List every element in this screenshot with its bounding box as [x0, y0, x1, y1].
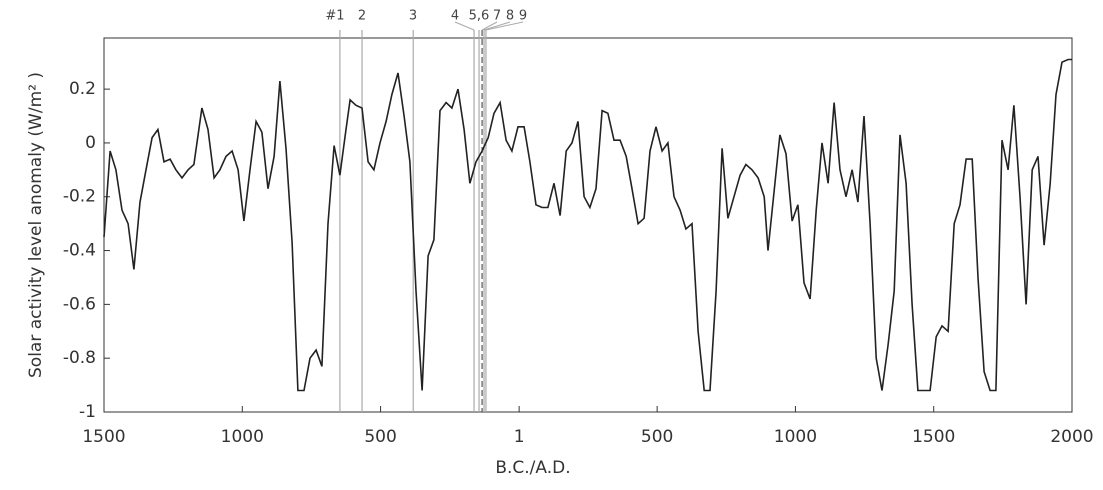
- y-tick-label: -0.4: [63, 241, 96, 261]
- event-leader: [454, 21, 475, 31]
- x-tick-label: 1000: [774, 427, 817, 447]
- y-tick-label: -0.8: [63, 348, 96, 368]
- y-tick-label: -0.6: [63, 294, 96, 314]
- event-leader: [481, 21, 498, 31]
- event-label: 2: [358, 9, 366, 24]
- y-tick-label: 0.2: [69, 79, 96, 99]
- event-label: 9: [519, 9, 527, 24]
- event-leader: [483, 21, 511, 31]
- event-label: 3: [409, 9, 417, 24]
- data-line: [103, 58, 1072, 392]
- x-tick-label: 500: [364, 427, 396, 447]
- x-tick-label: 1500: [82, 427, 125, 447]
- x-tick-label: 1: [514, 427, 525, 447]
- event-label: 8: [506, 9, 514, 24]
- x-tick-label: 1500: [912, 427, 955, 447]
- event-label: 5,6: [469, 9, 490, 24]
- x-tick-label: 2000: [1050, 427, 1093, 447]
- event-leader: [485, 21, 524, 31]
- y-axis-label: Solar activity level anomaly (W/m² ): [26, 72, 46, 378]
- plot-frame: [103, 37, 1073, 413]
- y-tick-label: -1: [79, 402, 96, 422]
- event-label: #1: [325, 9, 344, 24]
- y-tick-label: 0: [85, 133, 96, 153]
- x-axis-label: B.C./A.D.: [495, 458, 570, 478]
- x-tick-label: 500: [641, 427, 673, 447]
- event-label: 7: [493, 9, 501, 24]
- event-label: 4: [451, 9, 459, 24]
- y-tick-label: -0.2: [63, 187, 96, 207]
- x-tick-label: 1000: [221, 427, 264, 447]
